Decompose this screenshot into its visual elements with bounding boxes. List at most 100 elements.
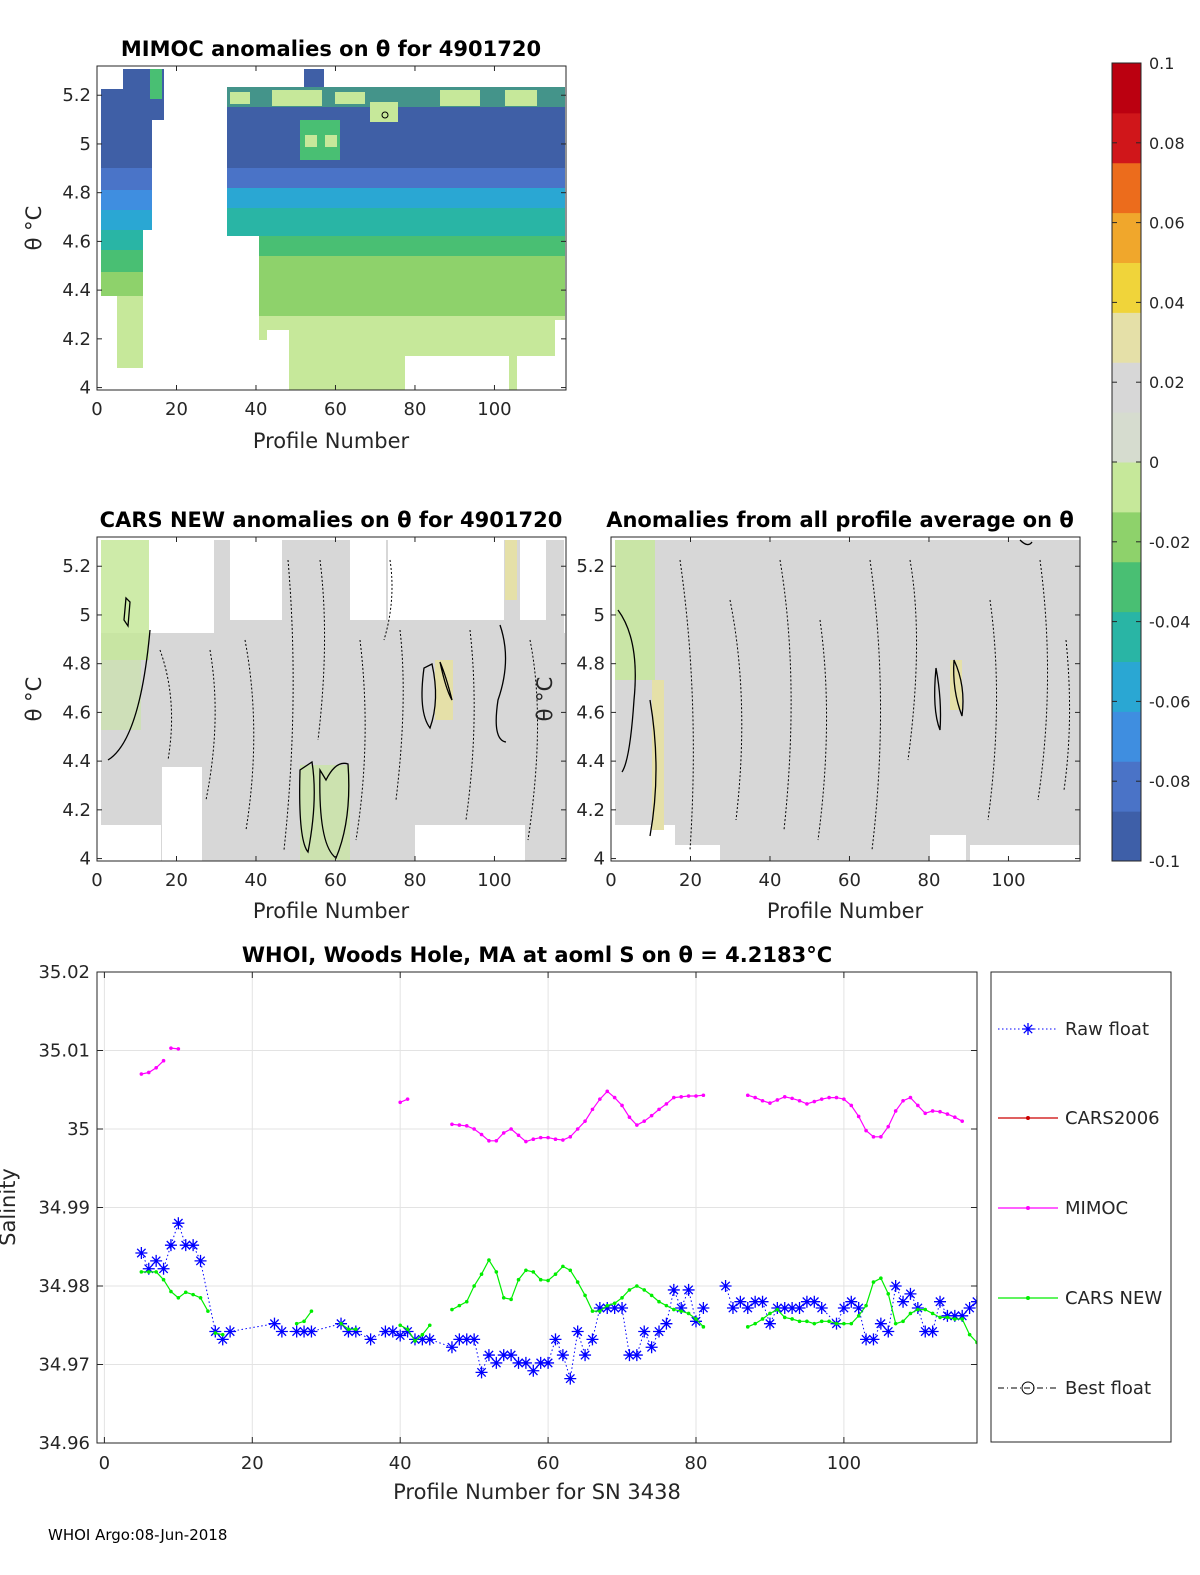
raw-float-point: [586, 1333, 599, 1346]
raw-float-point: [623, 1349, 636, 1362]
mimoc-point: [472, 1127, 476, 1131]
legend-marker: [1021, 1381, 1035, 1395]
cars-new-point: [169, 1289, 173, 1294]
y-tick-label: 4: [80, 378, 91, 399]
raw-float-point: [800, 1295, 813, 1308]
mimoc-line: [747, 1094, 963, 1138]
cars-new-axis-ticks: 0 20 40 60 80 100 4 4.2 4.4 4.6 4.8 5 5.2: [62, 537, 566, 891]
x-tick-label: 60: [324, 399, 347, 420]
cars-new-point: [309, 1309, 314, 1313]
colorbar-tick-label: -0.1: [1149, 852, 1180, 871]
cars-new-point: [176, 1295, 181, 1300]
average-y-axis-label: θ °C: [533, 677, 557, 722]
raw-float-point: [1022, 1023, 1034, 1035]
legend-marker: [1026, 1296, 1030, 1300]
cars-new-point: [627, 1288, 632, 1292]
cars-new-point: [590, 1309, 595, 1313]
y-tick-label: 4.4: [62, 751, 91, 772]
y-tick-label: 4.4: [576, 751, 605, 772]
colorbar-band: [1112, 212, 1141, 263]
cars-new-point: [568, 1268, 573, 1273]
x-tick-label: 40: [759, 870, 782, 891]
cars-new-point: [812, 1321, 817, 1326]
raw-float-point: [527, 1364, 540, 1377]
y-tick-label: 4.8: [576, 654, 605, 675]
mimoc-point: [686, 1094, 691, 1098]
y-tick-label: 34.96: [38, 1433, 90, 1454]
raw-float-point: [342, 1325, 355, 1338]
raw-float-point: [726, 1301, 739, 1314]
raw-float-point: [497, 1349, 510, 1362]
colorbar-band: [1112, 561, 1141, 613]
salinity-axis-ticks: 0 20 40 60 80 100 34.96 34.97 34.98 34.99 35 35.01 3…: [38, 962, 977, 1474]
footer-text: WHOI Argo:08-Jun-2018: [48, 1526, 228, 1544]
raw-float-point: [534, 1356, 547, 1369]
raw-float-point: [290, 1325, 303, 1338]
raw-float-point: [571, 1325, 584, 1338]
cars-new-point: [294, 1321, 299, 1326]
mimoc-point: [849, 1103, 854, 1108]
raw-float-point: [423, 1333, 436, 1346]
raw-float-point: [948, 1309, 961, 1322]
colorbar-tick-label: -0.08: [1149, 772, 1190, 791]
raw-float-point: [919, 1325, 932, 1338]
raw-float-point: [874, 1317, 887, 1330]
x-tick-label: 40: [245, 870, 268, 891]
cars-new-point: [524, 1268, 528, 1273]
raw-float-point: [889, 1280, 902, 1292]
mimoc-x-axis-label: Profile Number: [253, 429, 410, 453]
mimoc-point: [598, 1097, 602, 1101]
mimoc-point: [694, 1094, 698, 1098]
mimoc-point: [161, 1058, 166, 1063]
legend-item: MIMOC: [998, 1198, 1128, 1219]
cars-new-heatmap: [101, 540, 565, 861]
mimoc-point: [797, 1098, 802, 1103]
raw-float-point: [460, 1333, 473, 1346]
mimoc-point: [953, 1115, 957, 1120]
cars-new-point: [605, 1303, 610, 1308]
raw-float-point: [482, 1349, 495, 1362]
y-tick-label: 4.6: [62, 702, 91, 723]
legend-label: MIMOC: [1065, 1198, 1128, 1219]
legend-label: Raw float: [1065, 1019, 1149, 1040]
cars-new-point: [782, 1315, 787, 1320]
y-tick-label: 4.8: [62, 183, 91, 204]
mimoc-point: [516, 1133, 521, 1138]
y-tick-label: 4: [80, 849, 91, 870]
cars-new-point: [464, 1299, 469, 1304]
raw-float-point: [490, 1356, 503, 1369]
cars-new-point: [161, 1277, 166, 1282]
profile-average-anomaly-panel: Anomalies from all profile average on θ: [533, 508, 1081, 923]
legend-item: CARS2006: [998, 1108, 1160, 1129]
colorbar-gradient: [1112, 63, 1141, 862]
raw-float-point: [386, 1325, 399, 1338]
raw-float-point: [142, 1262, 155, 1275]
colorbar-band: [1112, 262, 1141, 313]
x-tick-label: 40: [245, 399, 268, 420]
raw-float-point: [542, 1356, 555, 1369]
colorbar: 0.1 0.08 0.06 0.04 0.02 0 -0.02 -0.04 -0.06 -0.08…: [1111, 54, 1190, 871]
mimoc-point: [553, 1137, 558, 1142]
raw-float-point: [475, 1366, 488, 1379]
y-tick-label: 5.2: [62, 85, 91, 106]
mimoc-point: [487, 1138, 491, 1143]
raw-float-point: [601, 1301, 614, 1314]
raw-float-point: [734, 1295, 747, 1308]
average-axis-ticks: 0 20 40 60 80 100 4 4.2 4.4 4.6 4.8 5 5.2: [576, 537, 1080, 891]
mimoc-point: [501, 1131, 506, 1135]
cars-new-point: [672, 1307, 676, 1312]
legend-box: [990, 971, 1172, 1443]
cars-new-point: [827, 1319, 831, 1324]
mimoc-point: [583, 1119, 587, 1123]
mimoc-point: [635, 1123, 639, 1127]
legend-label: Best float: [1065, 1378, 1151, 1399]
x-tick-label: 20: [165, 870, 188, 891]
raw-float-point: [194, 1254, 207, 1267]
mimoc-line: [141, 1060, 165, 1075]
mimoc-point: [538, 1135, 543, 1140]
cars-new-point: [494, 1270, 499, 1274]
cars-new-point: [753, 1321, 757, 1326]
legend-item: Best float: [998, 1378, 1151, 1399]
average-x-axis-label: Profile Number: [767, 899, 924, 923]
